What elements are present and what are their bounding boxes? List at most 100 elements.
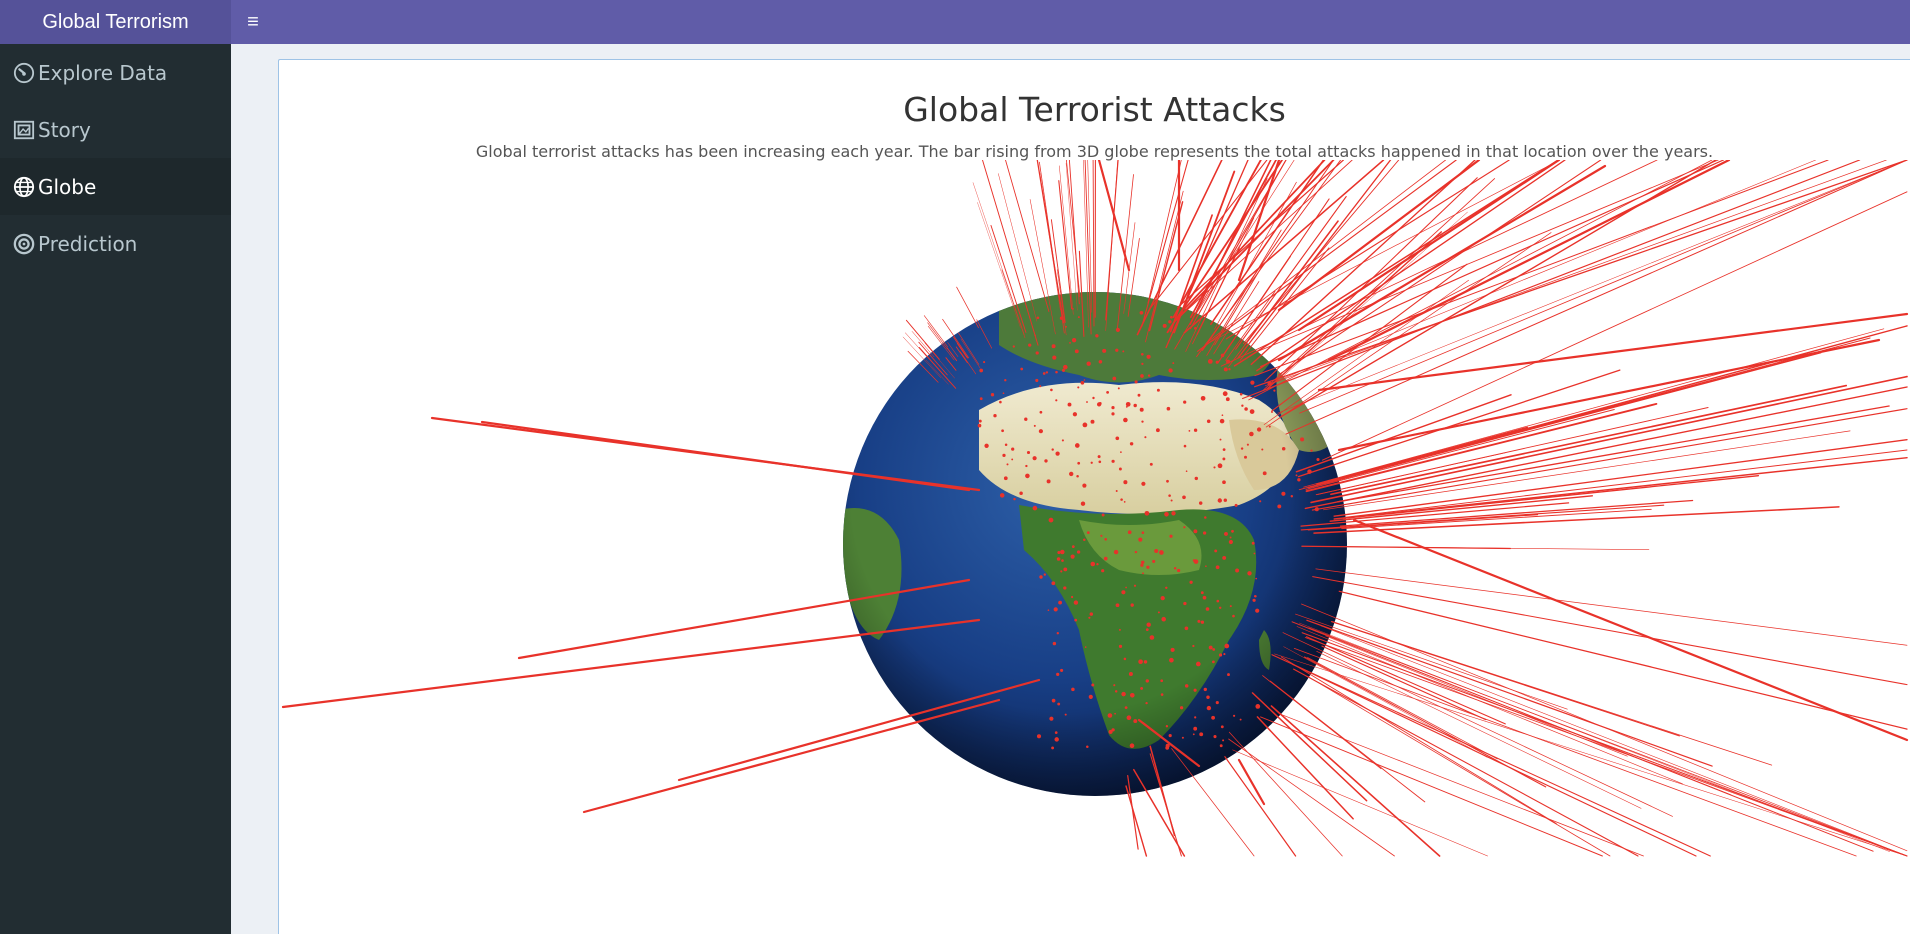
attack-dot (1120, 498, 1123, 501)
attack-dot (1065, 325, 1067, 328)
attack-dot (1088, 694, 1093, 699)
attack-dot (1200, 591, 1204, 595)
sidebar-item-label: Story (38, 117, 91, 142)
attack-dot (1262, 471, 1267, 476)
attack-dot (1115, 327, 1120, 332)
attack-bar (1337, 405, 1890, 503)
attack-bar (1058, 180, 1073, 310)
attack-dot (1215, 565, 1220, 570)
sidebar-toggle-button[interactable]: ≡ (231, 0, 275, 44)
attack-bar (1277, 164, 1607, 362)
attack-dot (1168, 494, 1171, 497)
attack-bar (927, 325, 955, 361)
attack-dot (1096, 563, 1099, 566)
attack-dot (1124, 706, 1128, 709)
sidebar-item-explore-data[interactable]: Explore Data (0, 44, 231, 101)
attack-bar (1327, 160, 1731, 362)
attack-dot (1004, 443, 1008, 446)
attack-dot (1193, 529, 1198, 534)
attack-dot (1277, 504, 1282, 509)
attack-bars (281, 160, 1909, 857)
attack-bar (1271, 160, 1887, 384)
attack-bar (918, 341, 948, 376)
attack-dot (1193, 726, 1198, 731)
attack-dot (1052, 355, 1057, 360)
attack-bar (1262, 675, 1382, 770)
attack-dot (1227, 673, 1230, 677)
attack-bar (1127, 238, 1140, 317)
attack-dot (1240, 447, 1244, 450)
attack-bar (960, 351, 977, 375)
attack-dot (1154, 549, 1159, 553)
attack-bar (972, 182, 1025, 336)
attack-dot (1053, 607, 1058, 612)
attack-dot (1213, 466, 1216, 469)
attack-dot (1215, 701, 1219, 705)
attack-dot (1111, 728, 1115, 732)
attack-bar (1277, 160, 1908, 414)
attack-bar (1232, 749, 1488, 857)
attack-dot (1181, 736, 1184, 739)
attack-dot (1127, 530, 1132, 535)
attack-dot (1098, 360, 1103, 364)
attack-dot (1071, 687, 1075, 692)
attack-dot (1086, 361, 1091, 366)
attack-dot (1146, 565, 1150, 569)
attack-dot (1219, 744, 1223, 748)
attack-dot (1223, 653, 1226, 656)
attack-bar (1307, 675, 1611, 857)
attack-bar (582, 698, 1001, 814)
attack-bar (1303, 328, 1885, 488)
attack-dot (1194, 476, 1199, 481)
attack-dot (1228, 368, 1231, 371)
attack-dot (1183, 444, 1187, 448)
attack-dot (1217, 498, 1222, 503)
sidebar-item-globe[interactable]: Globe (0, 158, 231, 215)
attack-bar (1344, 449, 1908, 518)
attack-dot (1080, 501, 1086, 506)
attack-bar (1204, 160, 1561, 346)
attack-dot (1156, 388, 1160, 392)
attack-dot (1090, 461, 1093, 464)
attack-bar (1295, 613, 1568, 710)
attack-dot (1250, 380, 1255, 385)
attack-bar (1254, 160, 1908, 388)
attack-dot (1206, 705, 1212, 711)
attack-bar (1305, 636, 1506, 725)
attack-dot (1134, 550, 1138, 554)
attack-dot (1092, 396, 1095, 400)
attack-dot (1183, 601, 1187, 606)
attack-dot (1113, 684, 1116, 687)
sidebar-item-story[interactable]: Story (0, 101, 231, 158)
attack-dot (1217, 463, 1223, 469)
attack-bar (925, 342, 934, 354)
attack-dot (1002, 453, 1006, 458)
attack-dot (1228, 539, 1233, 545)
attack-dot (1070, 595, 1074, 599)
attack-dot (1246, 443, 1249, 446)
sidebar-item-prediction[interactable]: Prediction (0, 215, 231, 272)
attack-dot (1097, 455, 1101, 459)
attack-bar (1310, 375, 1908, 504)
attack-dot (1244, 407, 1248, 411)
attack-bar (946, 347, 958, 362)
attack-dot (1144, 436, 1147, 439)
attack-bar (281, 618, 981, 709)
attack-dot (999, 400, 1002, 404)
attack-bar (1307, 657, 1498, 760)
globe-visualization[interactable] (279, 160, 1910, 860)
attack-dot (978, 419, 982, 423)
attack-dot (1061, 439, 1064, 442)
attack-dot (1179, 706, 1184, 710)
attack-dot (1074, 618, 1078, 622)
app-logo[interactable]: Global Terrorism (0, 0, 231, 44)
attack-dot (1086, 531, 1090, 534)
attack-dot (1089, 612, 1094, 616)
attack-dot (1039, 575, 1043, 579)
attack-bar (1239, 247, 1330, 361)
attack-dot (1222, 739, 1225, 742)
attack-bar (977, 202, 1021, 328)
attack-bar (1083, 160, 1089, 328)
attack-dot (1002, 392, 1005, 395)
attack-dot (1071, 338, 1077, 343)
